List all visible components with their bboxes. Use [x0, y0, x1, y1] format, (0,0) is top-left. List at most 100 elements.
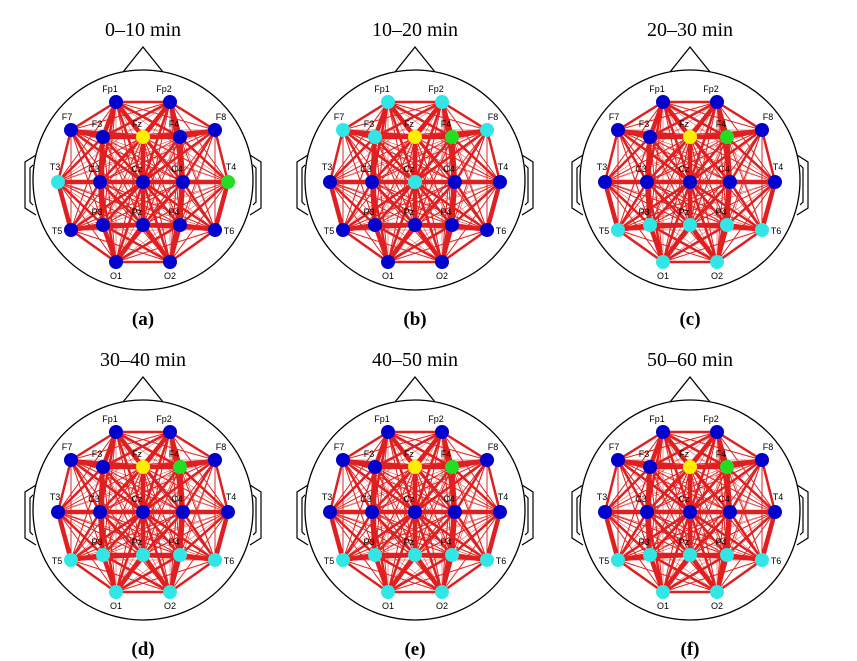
electrode	[381, 425, 395, 439]
connection	[602, 511, 621, 561]
connection	[604, 129, 763, 183]
panel-title: 30–40 min	[100, 349, 186, 371]
electrode-label: T5	[52, 226, 63, 236]
connection	[604, 511, 763, 561]
electrode-label: P4	[715, 207, 726, 217]
electrode-label: P3	[638, 207, 649, 217]
connection	[688, 223, 719, 264]
electrode-label: O1	[657, 601, 669, 611]
electrode	[163, 255, 177, 269]
connection	[617, 510, 691, 562]
connection	[689, 466, 776, 513]
connection	[649, 101, 718, 226]
electrode-label: Cz	[404, 164, 415, 174]
nose	[394, 45, 436, 73]
electrode-label: T3	[50, 162, 61, 172]
connection	[57, 136, 104, 183]
electrode-label: Pz	[404, 207, 415, 217]
electrode	[723, 505, 737, 519]
electrode-label: F7	[609, 112, 620, 122]
connection	[604, 136, 651, 183]
electrode	[51, 505, 65, 519]
connection	[371, 466, 416, 513]
connection	[327, 181, 346, 231]
connection	[342, 431, 443, 461]
connection	[102, 181, 144, 226]
connection	[386, 223, 417, 264]
connection	[759, 511, 778, 561]
connection	[484, 511, 503, 561]
connection	[115, 136, 144, 263]
connection	[99, 466, 144, 513]
connection	[114, 511, 145, 593]
electrode	[208, 123, 222, 137]
connection	[374, 466, 389, 593]
connection	[102, 459, 216, 556]
connection	[102, 101, 171, 226]
electrode	[643, 548, 657, 562]
electrode	[480, 453, 494, 467]
electrode	[710, 255, 724, 269]
connection	[387, 431, 416, 556]
connection	[115, 100, 181, 139]
connection	[102, 511, 229, 556]
electrode-label: F8	[488, 442, 499, 452]
connection	[604, 181, 664, 263]
connection	[342, 100, 389, 132]
connection	[662, 223, 728, 264]
electrode-label: F4	[716, 449, 727, 459]
connection	[102, 466, 117, 593]
connection	[329, 181, 389, 263]
connection	[441, 228, 488, 264]
connection	[115, 430, 181, 469]
electrode	[136, 175, 150, 189]
electrode-label: Fp1	[102, 414, 118, 424]
electrode	[96, 130, 110, 144]
connection	[662, 136, 691, 263]
connection	[604, 101, 718, 183]
electrode	[720, 218, 734, 232]
electrode-label: Fp2	[428, 84, 444, 94]
connection	[329, 511, 389, 593]
connection	[649, 181, 691, 226]
connection	[57, 181, 104, 226]
connection	[342, 430, 389, 462]
ear-right	[796, 484, 809, 546]
electrode	[368, 460, 382, 474]
electrode	[643, 130, 657, 144]
connection	[760, 459, 777, 513]
connection	[102, 431, 171, 556]
electrode-label: T5	[52, 556, 63, 566]
connection	[617, 101, 718, 131]
connection	[169, 228, 216, 264]
connection	[617, 511, 731, 561]
connection	[70, 558, 117, 594]
connection	[374, 129, 488, 226]
electrode	[173, 218, 187, 232]
nose	[669, 45, 711, 73]
connection	[602, 181, 621, 231]
electrode	[96, 218, 110, 232]
connection	[57, 101, 171, 183]
connection	[726, 181, 776, 226]
connection	[649, 129, 763, 226]
connection	[374, 511, 456, 556]
connection	[102, 430, 171, 469]
connection	[374, 136, 389, 263]
electrode-label: Cz	[404, 494, 415, 504]
panel-label: (f)	[681, 639, 700, 660]
panel-label: (d)	[131, 639, 154, 660]
electrode	[710, 585, 724, 599]
connection	[329, 181, 443, 263]
electrode-label: C4	[718, 494, 730, 504]
connection	[661, 511, 692, 593]
electrode-label: C3	[360, 494, 372, 504]
connection	[661, 181, 692, 263]
connection	[646, 136, 691, 183]
connection	[617, 181, 731, 231]
connection	[387, 223, 453, 264]
connection	[759, 181, 778, 231]
electrode	[109, 255, 123, 269]
connection	[646, 181, 728, 226]
connection	[649, 136, 776, 183]
